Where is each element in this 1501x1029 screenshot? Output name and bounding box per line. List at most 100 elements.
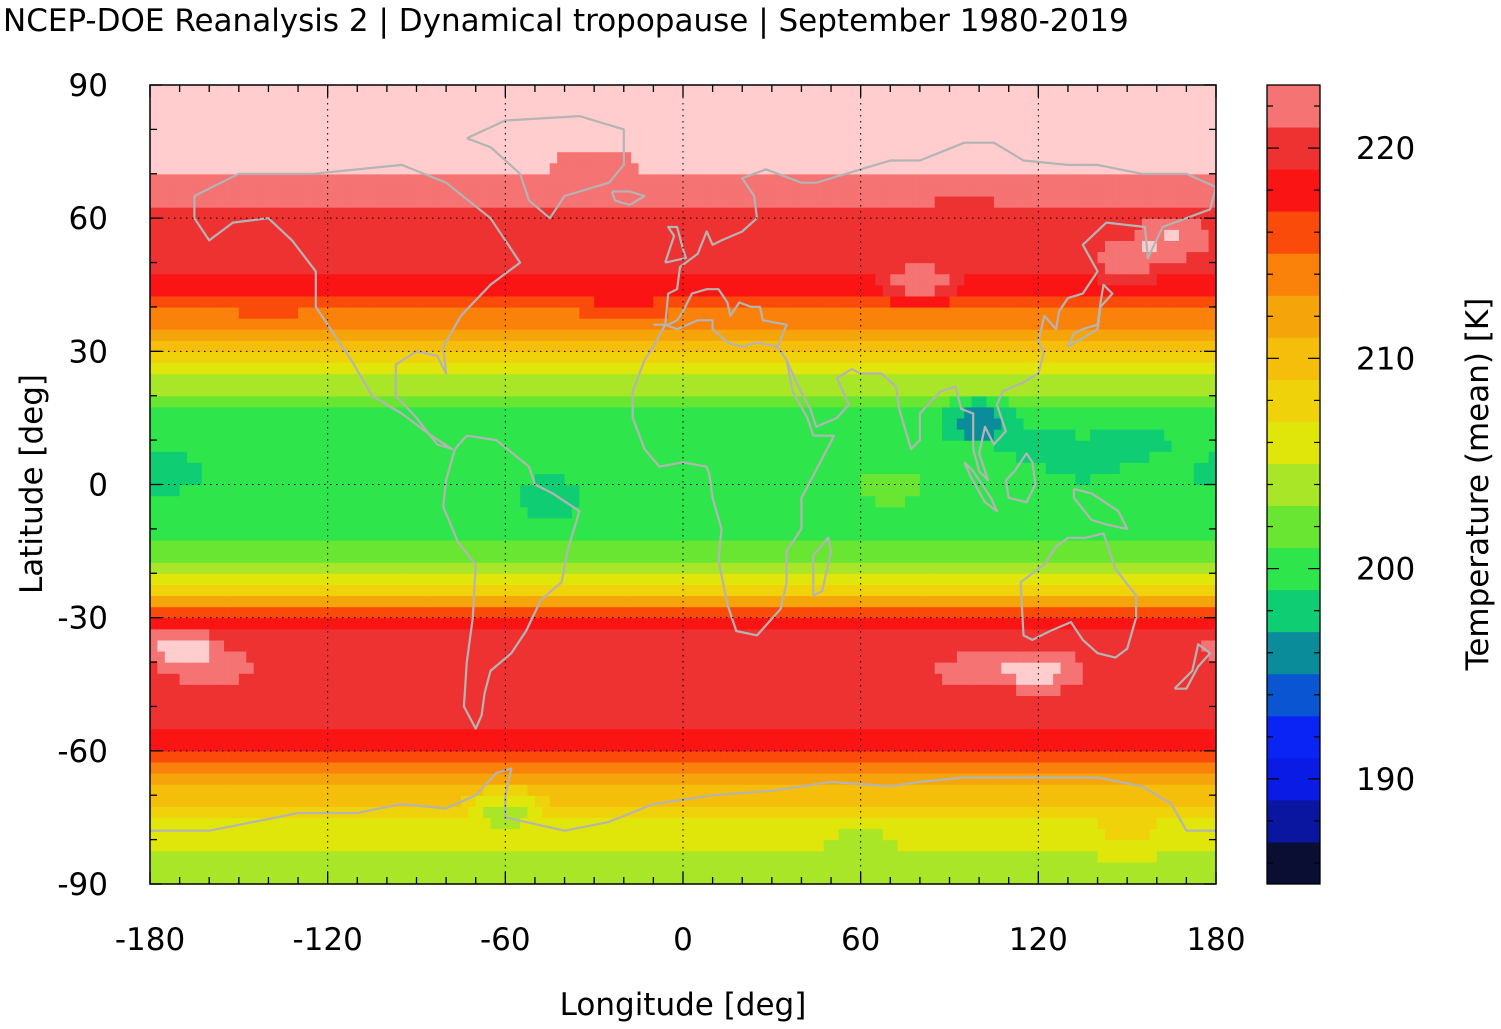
heatmap-cell	[335, 573, 344, 585]
heatmap-cell	[342, 850, 351, 863]
heatmap-cell	[483, 739, 492, 752]
heatmap-cell	[1030, 606, 1039, 619]
heatmap-cell	[608, 717, 617, 730]
heatmap-cell	[564, 617, 573, 630]
heatmap-cell	[527, 773, 536, 785]
heatmap-cell	[335, 839, 344, 852]
heatmap-cell	[335, 551, 344, 563]
heatmap-cell	[697, 539, 706, 552]
heatmap-cell	[660, 673, 669, 685]
heatmap-cell	[979, 784, 988, 796]
heatmap-cell	[1193, 584, 1202, 597]
heatmap-cell	[283, 573, 292, 585]
heatmap-cell	[956, 806, 965, 819]
heatmap-cell	[327, 517, 336, 530]
heatmap-cell	[860, 872, 869, 884]
heatmap-cell	[623, 684, 632, 696]
heatmap-cell	[1201, 839, 1210, 852]
heatmap-cell	[1075, 784, 1084, 796]
heatmap-cell	[808, 739, 817, 752]
heatmap-cell	[446, 617, 455, 630]
heatmap-cell	[1060, 750, 1069, 763]
heatmap-cell	[409, 861, 418, 874]
heatmap-cell	[860, 606, 869, 619]
heatmap-cell	[705, 761, 714, 774]
heatmap-cell	[631, 872, 640, 884]
heatmap-cell	[394, 506, 403, 519]
heatmap-cell	[823, 850, 832, 863]
heatmap-cell	[831, 773, 840, 785]
heatmap-cell	[882, 828, 891, 841]
heatmap-cell	[742, 872, 751, 884]
heatmap-cell	[305, 750, 314, 763]
heatmap-cell	[349, 517, 358, 530]
heatmap-cell	[542, 861, 551, 874]
heatmap-cell	[386, 650, 395, 663]
heatmap-cell	[305, 517, 314, 530]
heatmap-cell	[490, 584, 499, 597]
heatmap-cell	[505, 850, 514, 863]
heatmap-cell	[246, 573, 255, 585]
heatmap-cell	[823, 539, 832, 552]
heatmap-cell	[179, 617, 188, 630]
heatmap-cell	[868, 573, 877, 585]
heatmap-cell	[379, 662, 388, 674]
heatmap-cell	[224, 839, 233, 852]
heatmap-cell	[349, 573, 358, 585]
heatmap-cell	[453, 728, 462, 741]
heatmap-cell	[549, 850, 558, 863]
heatmap-cell	[705, 850, 714, 863]
heatmap-cell	[823, 817, 832, 830]
heatmap-cell	[357, 662, 366, 674]
heatmap-cell	[949, 506, 958, 519]
heatmap-cell	[1208, 695, 1216, 708]
heatmap-cell	[179, 650, 188, 663]
heatmap-cell	[187, 617, 196, 630]
heatmap-cell	[542, 584, 551, 597]
heatmap-cell	[964, 839, 973, 852]
heatmap-cell	[579, 595, 588, 608]
heatmap-cell	[194, 628, 203, 641]
heatmap-cell	[608, 784, 617, 796]
heatmap-cell	[912, 761, 921, 774]
heatmap-cell	[231, 495, 240, 508]
heatmap-cell	[527, 784, 536, 796]
heatmap-cell	[1178, 573, 1187, 585]
heatmap-cell	[542, 817, 551, 830]
heatmap-cell	[1178, 650, 1187, 663]
heatmap-cell	[1082, 562, 1091, 574]
heatmap-cell	[712, 539, 721, 552]
heatmap-cell	[653, 828, 662, 841]
heatmap-cell	[579, 495, 588, 508]
heatmap-cell	[638, 750, 647, 763]
heatmap-cell	[964, 706, 973, 719]
heatmap-cell	[986, 595, 995, 608]
heatmap-cell	[253, 850, 262, 863]
heatmap-cell	[727, 639, 736, 652]
heatmap-cell	[483, 806, 492, 819]
heatmap-cell	[771, 673, 780, 685]
heatmap-cell	[357, 817, 366, 830]
heatmap-cell	[749, 517, 758, 530]
heatmap-cell	[786, 861, 795, 874]
heatmap-cell	[312, 839, 321, 852]
heatmap-cell	[712, 850, 721, 863]
heatmap-cell	[816, 650, 825, 663]
heatmap-cell	[542, 551, 551, 563]
heatmap-cell	[261, 551, 270, 563]
heatmap-cell	[401, 673, 410, 685]
heatmap-cell	[534, 662, 543, 674]
heatmap-cell	[327, 795, 336, 807]
heatmap-cell	[150, 584, 158, 597]
heatmap-cell	[275, 861, 284, 874]
heatmap-cell	[905, 517, 914, 530]
heatmap-cell	[683, 584, 691, 597]
heatmap-cell	[742, 506, 751, 519]
heatmap-cell	[749, 606, 758, 619]
heatmap-cell	[312, 528, 321, 541]
heatmap-cell	[1193, 684, 1202, 696]
heatmap-cell	[956, 839, 965, 852]
heatmap-cell	[283, 617, 292, 630]
heatmap-cell	[882, 517, 891, 530]
heatmap-cell	[512, 584, 521, 597]
